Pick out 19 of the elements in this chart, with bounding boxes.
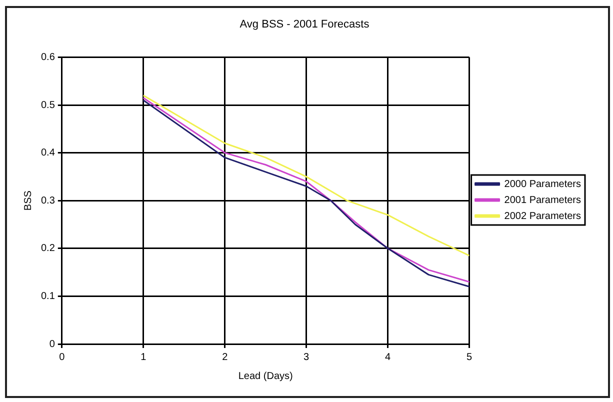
y-tick-label: 0 [49, 338, 56, 350]
x-tick-label: 5 [466, 352, 473, 363]
x-tick-label: 2 [222, 352, 228, 363]
x-tick-label: 1 [140, 352, 147, 363]
x-tick-label: 0 [59, 352, 66, 363]
x-tick-label: 4 [385, 352, 392, 363]
y-tick-label: 0.3 [40, 195, 56, 206]
y-tick-label: 0.5 [40, 100, 56, 111]
legend-label: 2002 Parameters [504, 210, 582, 222]
legend-label: 2000 Parameters [504, 178, 582, 190]
y-tick-label: 0.6 [40, 52, 56, 63]
y-tick-label: 0.2 [40, 243, 56, 254]
y-axis-title: BSS [22, 190, 34, 211]
legend-label: 2001 Parameters [504, 194, 582, 206]
y-tick-label: 0.4 [40, 148, 56, 159]
chart-title: Avg BSS - 2001 Forecasts [240, 18, 370, 31]
x-tick-label: 3 [304, 352, 310, 363]
y-tick-label: 0.1 [40, 290, 56, 302]
x-axis-title: Lead (Days) [238, 370, 293, 382]
